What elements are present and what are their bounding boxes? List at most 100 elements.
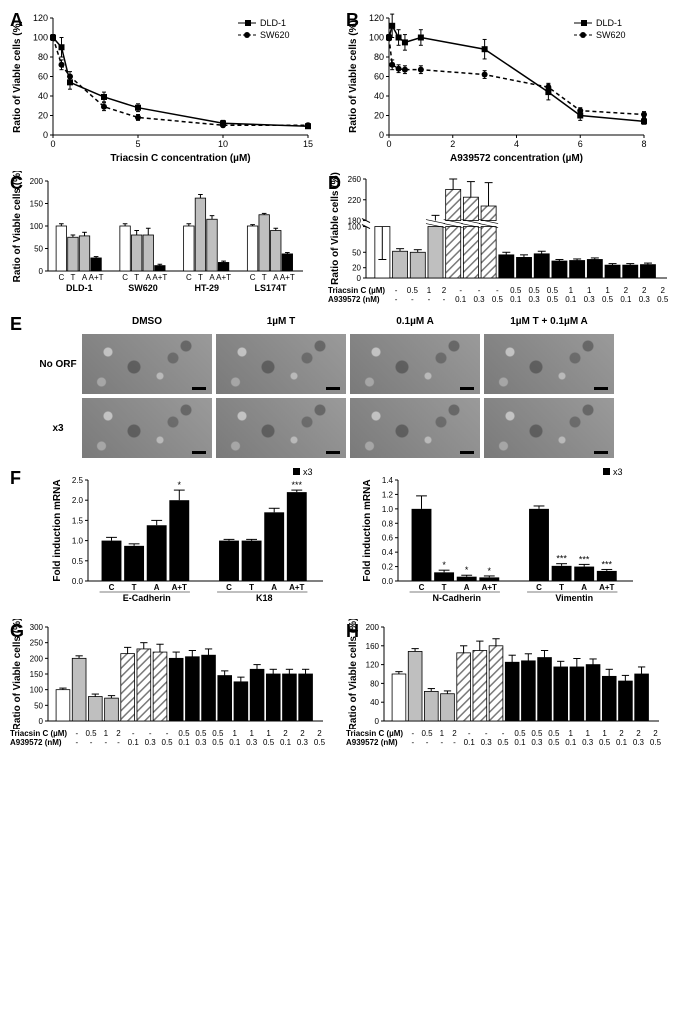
svg-text:Fold induction mRNA: Fold induction mRNA xyxy=(362,479,373,581)
svg-text:0: 0 xyxy=(43,130,48,140)
svg-text:SW620: SW620 xyxy=(260,30,290,40)
svg-text:200: 200 xyxy=(366,623,380,632)
svg-text:*: * xyxy=(442,560,446,570)
svg-text:SW620: SW620 xyxy=(596,30,626,40)
svg-text:0.0: 0.0 xyxy=(382,577,394,586)
svg-text:2.0: 2.0 xyxy=(72,496,84,505)
svg-text:T: T xyxy=(132,583,137,592)
svg-text:***: *** xyxy=(579,554,590,564)
svg-text:1.2: 1.2 xyxy=(382,490,394,499)
svg-text:20: 20 xyxy=(38,111,48,121)
svg-text:120: 120 xyxy=(366,661,380,670)
svg-text:2: 2 xyxy=(450,139,455,149)
svg-text:50: 50 xyxy=(34,245,43,254)
svg-text:A+T: A+T xyxy=(280,273,295,282)
svg-text:120: 120 xyxy=(369,13,384,23)
svg-text:C: C xyxy=(226,583,232,592)
svg-text:50: 50 xyxy=(34,701,43,710)
svg-text:T: T xyxy=(134,273,139,282)
svg-text:Ratio of Viable cells (%): Ratio of Viable cells (%) xyxy=(348,20,359,133)
svg-text:***: *** xyxy=(292,480,303,490)
panel-B-label: B xyxy=(346,10,359,31)
svg-text:SW620: SW620 xyxy=(128,283,158,293)
svg-text:C: C xyxy=(536,583,542,592)
svg-text:0: 0 xyxy=(50,139,55,149)
svg-text:1.0: 1.0 xyxy=(72,537,84,546)
svg-text:A+T: A+T xyxy=(599,583,614,592)
svg-text:220: 220 xyxy=(348,196,362,205)
svg-text:*: * xyxy=(488,566,492,576)
svg-text:160: 160 xyxy=(366,642,380,651)
svg-text:0.2: 0.2 xyxy=(382,563,394,572)
svg-text:20: 20 xyxy=(374,111,384,121)
micrograph-cell xyxy=(350,398,480,458)
svg-text:A+T: A+T xyxy=(152,273,167,282)
svg-text:Fold induction mRNA: Fold induction mRNA xyxy=(52,479,63,581)
svg-text:80: 80 xyxy=(370,679,379,688)
svg-text:60: 60 xyxy=(38,72,48,82)
svg-text:x3: x3 xyxy=(303,467,313,477)
svg-text:T: T xyxy=(262,273,267,282)
svg-text:A939572 concentration (µM): A939572 concentration (µM) xyxy=(450,153,583,163)
panel-C-label: C xyxy=(10,173,23,194)
svg-text:A: A xyxy=(82,273,88,282)
svg-text:4: 4 xyxy=(514,139,519,149)
svg-text:0: 0 xyxy=(375,717,380,726)
svg-text:E-Cadherin: E-Cadherin xyxy=(123,593,171,603)
svg-text:A: A xyxy=(209,273,215,282)
svg-text:HT-29: HT-29 xyxy=(195,283,220,293)
svg-text:15: 15 xyxy=(303,139,313,149)
svg-text:1.4: 1.4 xyxy=(382,476,394,485)
micrograph-cell xyxy=(350,334,480,394)
svg-text:6: 6 xyxy=(578,139,583,149)
panel-F-label: F xyxy=(10,468,21,489)
svg-text:C: C xyxy=(419,583,425,592)
svg-text:1.5: 1.5 xyxy=(72,516,84,525)
panel-D: D 02050100180220260Ratio of Viable cells… xyxy=(326,171,672,304)
svg-text:A+T: A+T xyxy=(89,273,104,282)
svg-text:Triacsin C concentration (µM): Triacsin C concentration (µM) xyxy=(110,153,250,163)
panel-D-label: D xyxy=(328,173,341,194)
svg-text:8: 8 xyxy=(641,139,646,149)
micrograph-cell xyxy=(216,398,346,458)
svg-text:0: 0 xyxy=(386,139,391,149)
svg-text:DLD-1: DLD-1 xyxy=(596,18,622,28)
svg-text:A+T: A+T xyxy=(172,583,187,592)
svg-text:Vimentin: Vimentin xyxy=(555,593,593,603)
svg-text:A: A xyxy=(154,583,160,592)
panel-E: E DMSO1µM T0.1µM A1µM T + 0.1µM ANo ORFx… xyxy=(8,312,672,458)
micrograph-cell xyxy=(484,398,614,458)
svg-text:C: C xyxy=(250,273,256,282)
svg-text:A: A xyxy=(146,273,152,282)
panel-F: F 0.00.51.01.52.02.5CTA*A+TE-CadherinCTA… xyxy=(8,466,672,611)
panel-H: H 04080120160200Ratio of Viable cells (%… xyxy=(344,619,672,747)
svg-text:40: 40 xyxy=(370,698,379,707)
svg-text:A+T: A+T xyxy=(482,583,497,592)
svg-text:N-Cadherin: N-Cadherin xyxy=(432,593,481,603)
svg-text:***: *** xyxy=(602,559,613,569)
svg-text:C: C xyxy=(122,273,128,282)
svg-text:200: 200 xyxy=(30,654,44,663)
micrograph-cell xyxy=(82,398,212,458)
svg-text:C: C xyxy=(109,583,115,592)
panel-B: B 02040608010012002468A939572 concentrat… xyxy=(344,8,672,163)
svg-text:A+T: A+T xyxy=(289,583,304,592)
svg-text:C: C xyxy=(58,273,64,282)
svg-text:A: A xyxy=(273,273,279,282)
svg-text:150: 150 xyxy=(30,200,44,209)
svg-text:0: 0 xyxy=(357,274,362,283)
svg-text:100: 100 xyxy=(30,222,44,231)
svg-text:180: 180 xyxy=(348,217,362,226)
svg-text:T: T xyxy=(249,583,254,592)
svg-text:0.4: 0.4 xyxy=(382,548,394,557)
svg-text:0.5: 0.5 xyxy=(72,557,84,566)
micrograph-cell xyxy=(484,334,614,394)
svg-text:Ratio of Viable cells (%): Ratio of Viable cells (%) xyxy=(12,20,23,133)
panel-A-label: A xyxy=(10,10,23,31)
svg-text:50: 50 xyxy=(352,248,361,257)
panel-G-label: G xyxy=(10,621,24,642)
panel-H-label: H xyxy=(346,621,359,642)
svg-text:A: A xyxy=(271,583,277,592)
svg-text:DLD-1: DLD-1 xyxy=(260,18,286,28)
svg-text:T: T xyxy=(198,273,203,282)
